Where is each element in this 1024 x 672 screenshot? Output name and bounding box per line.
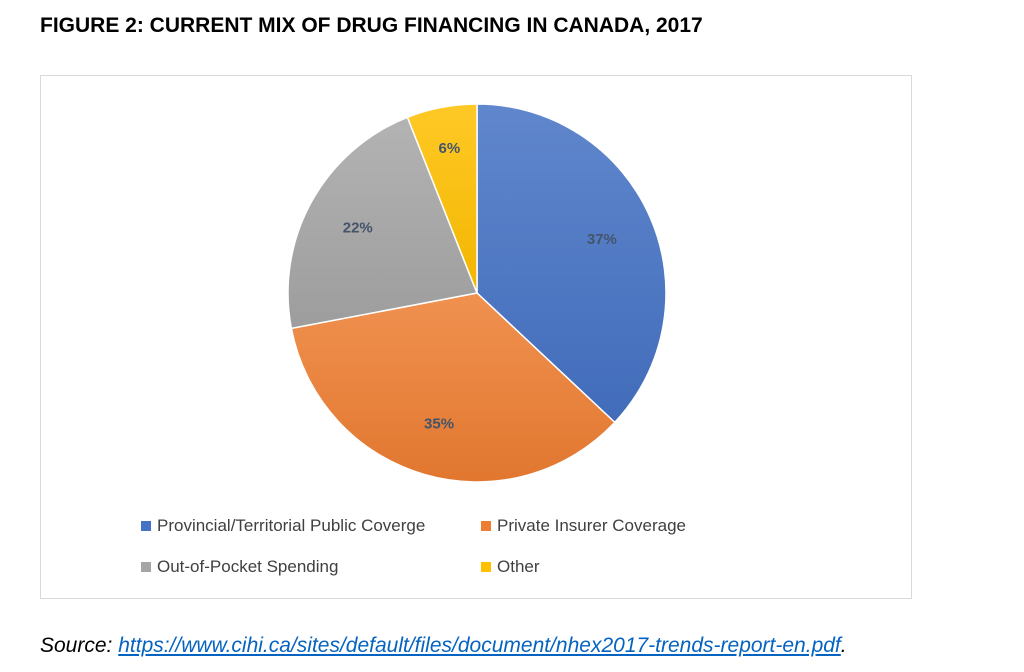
chart-area: 37% 35% 22% 6% Provincial/Territorial Publi… (40, 75, 912, 599)
slice-data-label: 37% (587, 231, 617, 248)
legend-label: Other (497, 557, 540, 576)
legend-item: Private Insurer Coverage (481, 516, 686, 536)
pie-slice-other (406, 103, 478, 294)
slice-data-label: 35% (424, 416, 454, 433)
legend-item: Provincial/Territorial Public Coverge (141, 516, 425, 536)
pie-chart: 37% 35% 22% 6% (287, 103, 667, 483)
legend-label: Out-of-Pocket Spending (157, 557, 339, 576)
legend-swatch (141, 521, 151, 531)
legend-swatch (481, 562, 491, 572)
pie-slice-private-insurer-coverage (290, 292, 616, 483)
legend-item: Other (481, 557, 540, 577)
legend-swatch (141, 562, 151, 572)
figure-title: FIGURE 2: CURRENT MIX OF DRUG FINANCING … (40, 14, 703, 37)
source-link[interactable]: https://www.cihi.ca/sites/default/files/… (118, 634, 841, 657)
slice-data-label: 22% (343, 219, 373, 236)
pie-slice-provincial-territorial-public-coverge (476, 103, 667, 424)
legend-label: Private Insurer Coverage (497, 516, 686, 535)
legend-swatch (481, 521, 491, 531)
slice-data-label: 6% (439, 140, 461, 157)
legend-label: Provincial/Territorial Public Coverge (157, 516, 426, 535)
source-line: Source: https://www.cihi.ca/sites/defaul… (40, 634, 847, 658)
source-prefix: Source: (40, 634, 113, 657)
legend-item: Out-of-Pocket Spending (141, 557, 338, 577)
source-suffix: . (840, 634, 847, 657)
pie-slice-out-of-pocket-spending (287, 116, 479, 330)
